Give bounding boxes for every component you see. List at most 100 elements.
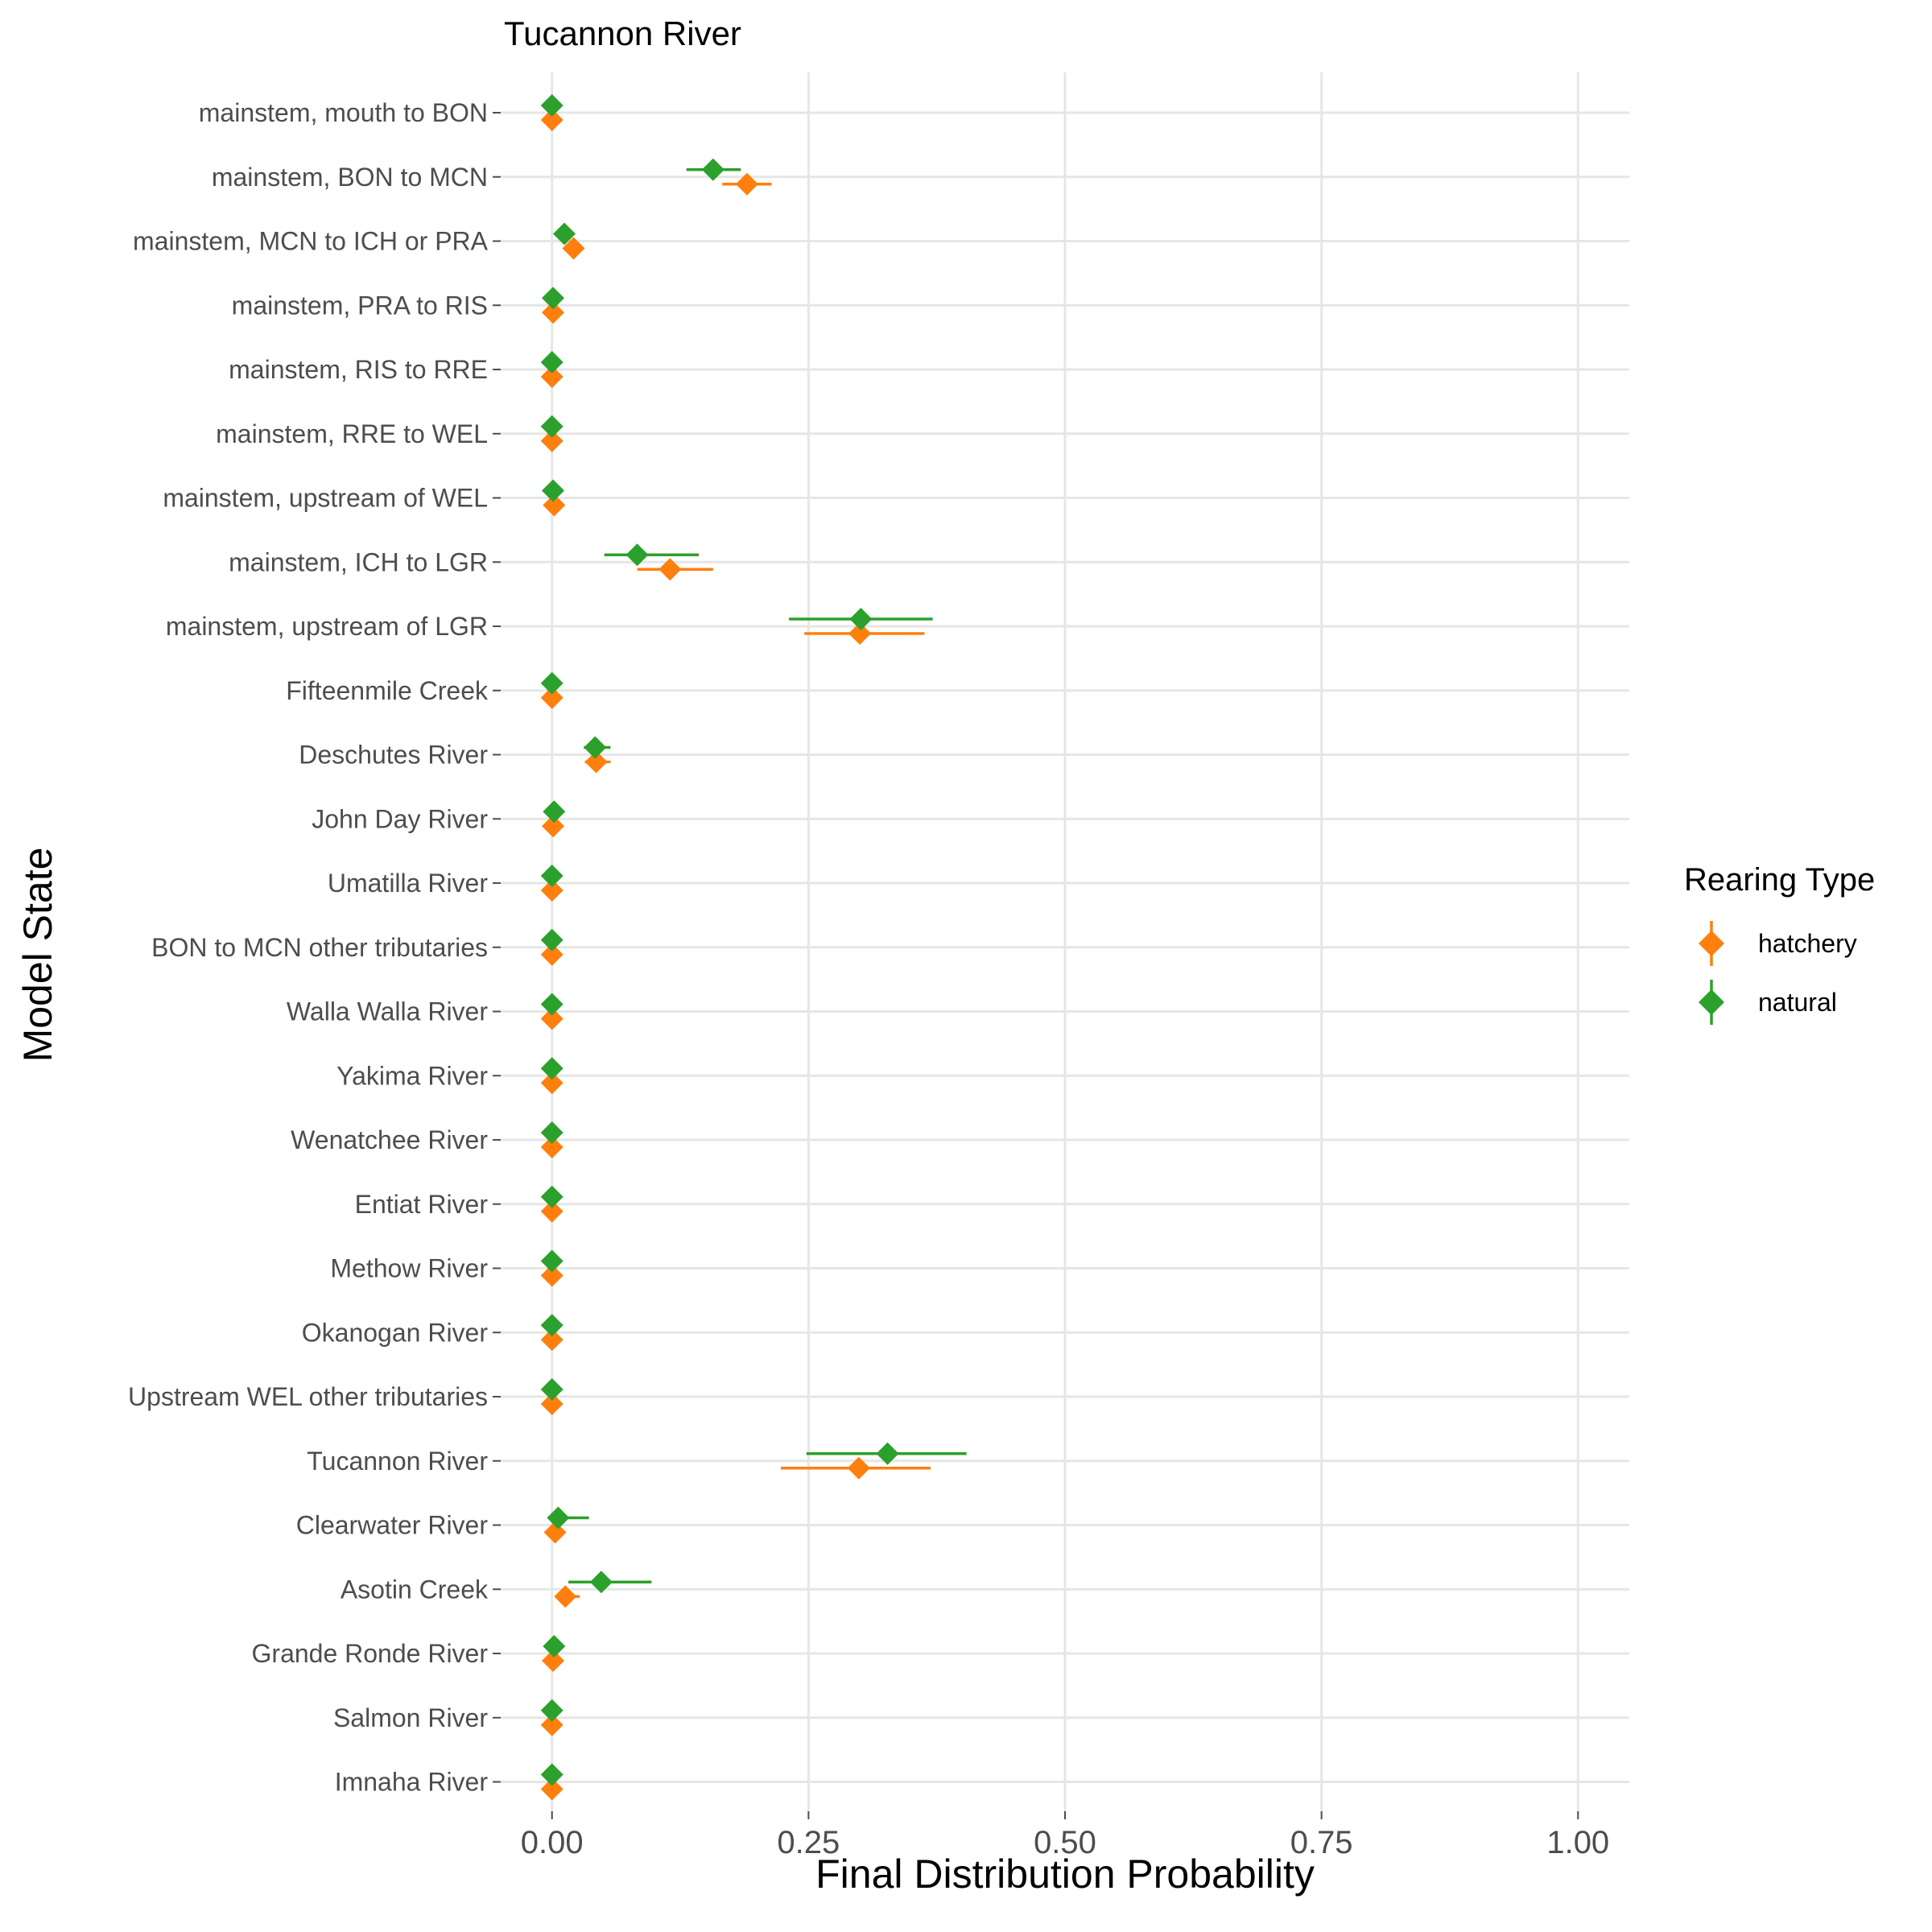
legend-label-natural: natural [1758, 988, 1837, 1017]
y-tick-label: Walla Walla River [287, 997, 488, 1026]
point-hatchery [540, 1713, 564, 1736]
y-tick-label: Tucannon River [307, 1447, 488, 1476]
legend-label-hatchery: hatchery [1758, 929, 1857, 958]
point-hatchery [540, 365, 564, 388]
y-tick-label: Imnaha River [335, 1768, 489, 1797]
point-natural [540, 928, 564, 952]
data-layer [540, 94, 967, 1801]
gridlines [501, 72, 1629, 1811]
y-tick-label: Clearwater River [296, 1511, 489, 1540]
point-hatchery [540, 1199, 564, 1223]
legend-key-hatchery [1699, 931, 1724, 956]
point-natural [584, 736, 607, 759]
point-natural [625, 543, 649, 567]
point-hatchery [542, 1649, 565, 1672]
y-axis: mainstem, mouth to BON mainstem, BON to M… [128, 98, 501, 1797]
point-natural [542, 287, 565, 310]
point-hatchery [540, 1264, 564, 1287]
y-tick-label: mainstem, ICH to LGR [229, 547, 488, 576]
point-natural [543, 800, 566, 824]
y-tick-label: Okanogan River [302, 1318, 489, 1347]
point-natural [540, 1314, 564, 1337]
legend: Rearing Type hatchery natural [1684, 862, 1875, 1025]
point-natural [876, 1442, 899, 1465]
point-natural [540, 1121, 564, 1144]
point-natural [540, 351, 564, 374]
point-hatchery [848, 622, 872, 645]
point-natural [543, 1635, 566, 1657]
point-natural [849, 608, 873, 630]
y-tick-label: John Day River [312, 804, 488, 833]
x-tick-label: 0.50 [1034, 1825, 1096, 1860]
point-natural [540, 865, 564, 887]
point-natural [540, 1699, 564, 1722]
point-natural [540, 671, 564, 695]
point-natural [540, 1185, 564, 1208]
point-hatchery [542, 815, 565, 838]
point-hatchery [554, 1585, 577, 1608]
point-hatchery [540, 429, 564, 452]
y-tick-label: mainstem, MCN to ICH or PRA [133, 227, 489, 256]
legend-title: Rearing Type [1684, 862, 1875, 898]
point-hatchery [540, 1393, 564, 1415]
point-natural [589, 1571, 613, 1594]
y-tick-label: Deschutes River [299, 741, 488, 770]
point-hatchery [540, 109, 564, 131]
point-hatchery [540, 1071, 564, 1095]
y-tick-label: mainstem, BON to MCN [212, 163, 488, 192]
y-tick-label: Fifteenmile Creek [286, 676, 489, 705]
point-hatchery [540, 1007, 564, 1030]
point-natural [540, 94, 564, 117]
x-axis-title: Final Distribution Probability [815, 1852, 1315, 1897]
y-axis-title: Model State [15, 848, 60, 1063]
point-natural [542, 479, 565, 502]
y-tick-label: Grande Ronde River [252, 1639, 489, 1668]
y-tick-label: Salmon River [333, 1703, 488, 1732]
x-tick-label: 0.75 [1290, 1825, 1353, 1860]
y-tick-label: BON to MCN other tributaries [151, 933, 488, 962]
legend-keys: hatchery natural [1699, 921, 1857, 1025]
point-natural [540, 415, 564, 438]
point-natural [540, 1057, 564, 1080]
point-natural [547, 1506, 570, 1530]
y-tick-label: Asotin Creek [341, 1575, 489, 1604]
legend-key-natural [1699, 989, 1724, 1015]
y-tick-label: mainstem, RIS to RRE [229, 355, 488, 384]
point-hatchery [540, 686, 564, 709]
point-hatchery [735, 172, 758, 196]
point-hatchery [584, 750, 608, 774]
point-hatchery [540, 943, 564, 966]
point-natural [540, 1378, 564, 1401]
point-hatchery [543, 1521, 567, 1544]
point-hatchery [540, 1777, 564, 1801]
y-tick-label: Methow River [330, 1254, 488, 1283]
point-natural [540, 1763, 564, 1786]
point-natural [540, 993, 564, 1016]
y-tick-label: mainstem, upstream of LGR [166, 612, 488, 641]
point-hatchery [542, 301, 565, 324]
point-hatchery [847, 1456, 870, 1480]
x-tick-label: 0.25 [777, 1825, 840, 1860]
y-tick-label: Upstream WEL other tributaries [128, 1382, 488, 1411]
point-natural [701, 158, 724, 181]
x-tick-label: 1.00 [1546, 1825, 1609, 1860]
point-hatchery [540, 879, 564, 902]
point-hatchery [540, 1136, 564, 1158]
point-hatchery [562, 237, 585, 260]
y-tick-label: mainstem, RRE to WEL [216, 419, 488, 448]
point-hatchery [658, 558, 682, 581]
point-natural [553, 222, 576, 246]
point-natural [540, 1249, 564, 1273]
y-tick-label: mainstem, upstream of WEL [163, 484, 488, 513]
chart-title: Tucannon River [504, 14, 741, 52]
x-axis: 0.00 0.25 0.50 0.75 1.00 [521, 1811, 1609, 1860]
point-hatchery [543, 493, 566, 517]
point-hatchery [540, 1328, 564, 1352]
x-tick-label: 0.00 [521, 1825, 584, 1860]
y-tick-label: mainstem, PRA to RIS [232, 291, 488, 320]
y-tick-label: Umatilla River [328, 869, 488, 898]
y-tick-label: mainstem, mouth to BON [199, 98, 488, 127]
y-tick-label: Entiat River [355, 1190, 489, 1219]
